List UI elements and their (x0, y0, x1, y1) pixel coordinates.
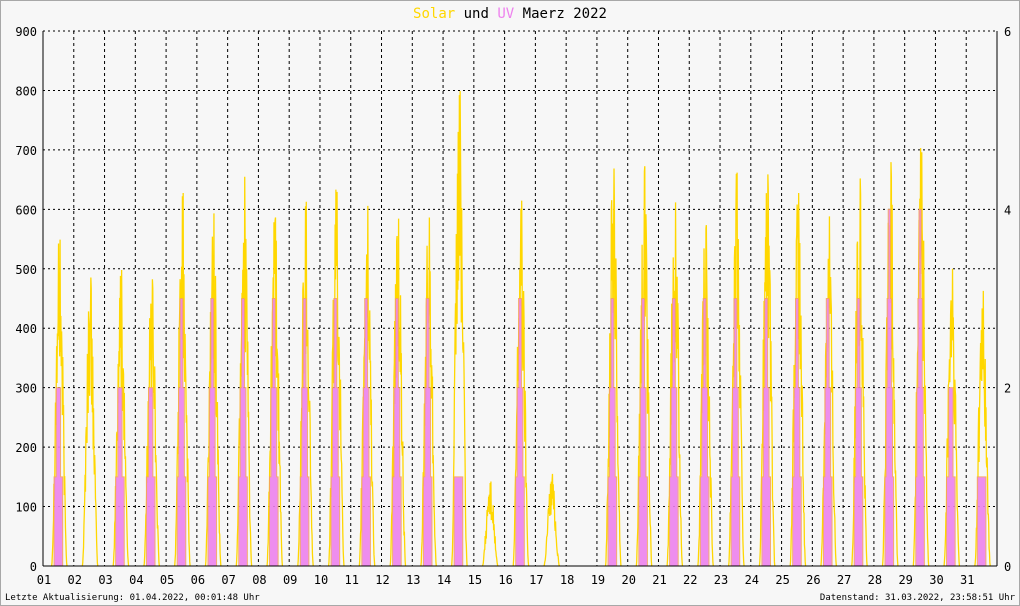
x-tick-label: 06 (191, 573, 205, 587)
uv-day-area (453, 476, 464, 567)
uv-day-area (515, 298, 525, 567)
x-tick-label: 14 (437, 573, 451, 587)
uv-day-area (115, 387, 125, 567)
uv-day-area (976, 476, 987, 567)
uv-day-area (638, 298, 648, 567)
solar-day-curve (481, 481, 499, 567)
x-tick-label: 09 (283, 573, 297, 587)
uv-day-area (607, 298, 618, 567)
uv-day-area (53, 387, 64, 567)
uv-day-area (299, 298, 310, 567)
solar-day-curve (543, 473, 561, 567)
uv-day-area (792, 298, 802, 567)
solar-day-curve (728, 172, 745, 567)
uv-day-area (422, 298, 433, 567)
uv-day-area (392, 298, 402, 567)
solar-day-curve (758, 174, 776, 567)
x-tick-label: 24 (745, 573, 759, 587)
y-left-tick-label: 300 (15, 382, 37, 396)
solar-day-curve (235, 176, 253, 567)
x-tick-label: 30 (929, 573, 943, 587)
x-tick-label: 28 (868, 573, 882, 587)
uv-day-area (730, 298, 741, 567)
x-tick-label: 15 (468, 573, 482, 587)
y-right-tick-label: 6 (1004, 25, 1011, 39)
title-und: und (455, 6, 497, 22)
uv-day-area (330, 298, 341, 567)
y-left-tick-label: 700 (15, 144, 37, 158)
x-tick-label: 04 (129, 573, 143, 587)
x-tick-label: 17 (529, 573, 543, 587)
x-tick-label: 23 (714, 573, 728, 587)
x-tick-label: 21 (652, 573, 666, 587)
solar-day-curve (174, 193, 191, 567)
last-update-text: Letzte Aktualisierung: 01.04.2022, 00:01… (5, 593, 260, 603)
uv-day-area (176, 298, 187, 567)
x-tick-label: 16 (498, 573, 512, 587)
solar-day-curve (81, 277, 99, 567)
x-tick-label: 27 (837, 573, 851, 587)
x-tick-label: 08 (252, 573, 266, 587)
uv-day-area (822, 298, 833, 567)
y-left-tick-label: 800 (15, 84, 37, 98)
uv-day-area (145, 387, 156, 567)
x-tick-label: 18 (560, 573, 574, 587)
y-left-tick-label: 400 (15, 322, 37, 336)
x-tick-label: 11 (345, 573, 359, 587)
y-left-tick-label: 200 (15, 441, 37, 455)
uv-day-area (669, 298, 679, 567)
uv-day-area (915, 208, 925, 567)
y-left-tick-label: 0 (30, 560, 37, 574)
x-tick-label: 01 (37, 573, 51, 587)
x-tick-label: 31 (960, 573, 974, 587)
uv-day-area (853, 298, 864, 567)
title-month: Maerz 2022 (514, 6, 607, 22)
data-status-text: Datenstand: 31.03.2022, 23:58:51 Uhr (819, 593, 1015, 603)
title-uv: UV (497, 6, 514, 22)
x-tick-label: 05 (160, 573, 174, 587)
title-solar: Solar (413, 6, 455, 22)
x-tick-label: 13 (406, 573, 420, 587)
uv-day-area (361, 298, 371, 567)
y-left-tick-label: 900 (15, 25, 37, 39)
x-tick-label: 22 (683, 573, 697, 587)
x-tick-label: 02 (68, 573, 82, 587)
x-tick-label: 07 (221, 573, 235, 587)
solar-day-curve (451, 91, 468, 567)
uv-day-area (238, 298, 248, 567)
x-tick-label: 12 (375, 573, 389, 587)
solar-day-curve (512, 200, 530, 567)
y-right-tick-label: 0 (1004, 560, 1011, 574)
uv-day-area (884, 208, 895, 567)
x-tick-label: 26 (806, 573, 820, 587)
y-right-tick-label: 2 (1004, 382, 1011, 396)
x-tick-label: 25 (775, 573, 789, 587)
solar-day-curve (266, 217, 284, 567)
chart-title: Solar und UV Maerz 2022 (413, 6, 607, 22)
uv-series (53, 208, 987, 567)
x-tick-label: 29 (898, 573, 912, 587)
x-tick-label: 03 (98, 573, 112, 587)
solar-day-curve (635, 166, 653, 567)
y-right-tick-label: 4 (1004, 203, 1011, 217)
uv-day-area (946, 387, 956, 567)
y-left-tick-label: 100 (15, 501, 37, 515)
uv-day-area (268, 298, 279, 567)
x-tick-label: 10 (314, 573, 328, 587)
solar-day-curve (789, 193, 807, 567)
uv-day-area (699, 298, 710, 567)
y-left-tick-label: 600 (15, 203, 37, 217)
x-tick-label: 19 (591, 573, 605, 587)
x-tick-label: 20 (621, 573, 635, 587)
solar-day-curve (666, 202, 684, 567)
y-left-tick-label: 500 (15, 263, 37, 277)
uv-day-area (207, 298, 218, 567)
uv-day-area (761, 298, 772, 567)
